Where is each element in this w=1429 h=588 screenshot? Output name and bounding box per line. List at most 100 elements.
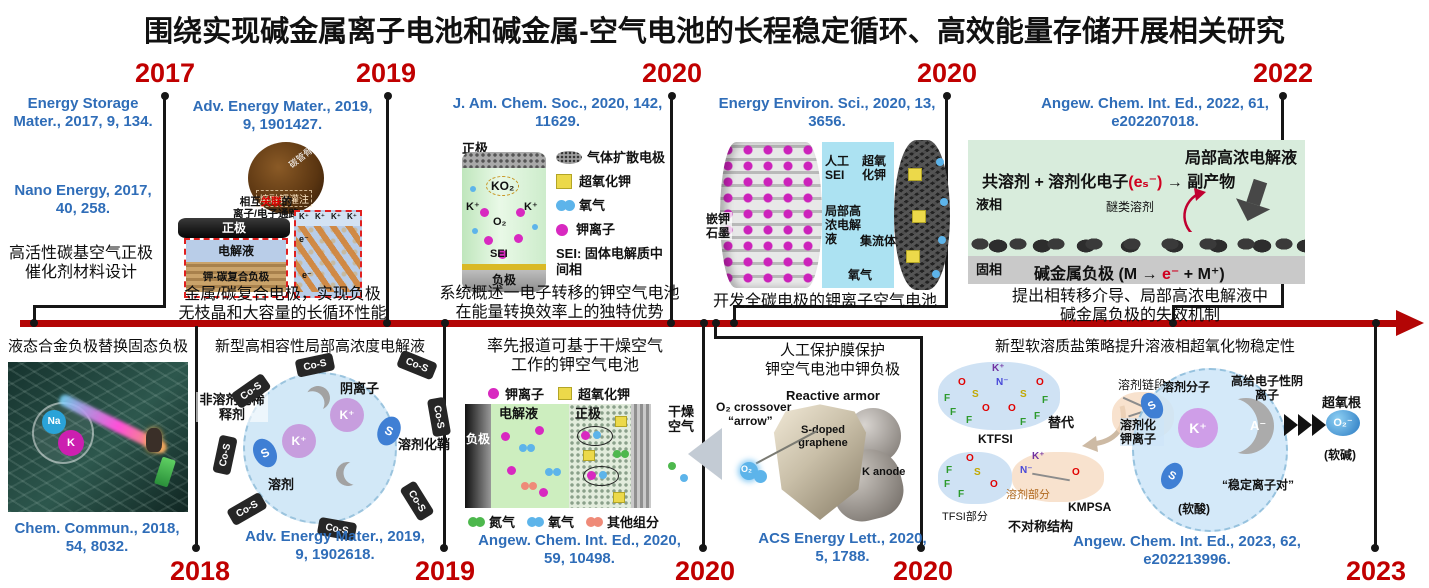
lhce-label: 局部高浓电解液 bbox=[1184, 150, 1297, 167]
soft-base-label: (软碱) bbox=[1324, 448, 1356, 462]
page-title: 围绕实现碱金属离子电池和碱金属-空气电池的长程稳定循环、高效能量存储开展相关研究 bbox=[144, 16, 1285, 48]
atom-o: O bbox=[982, 403, 990, 414]
cos-cathode-flake: Co-S bbox=[399, 480, 435, 522]
atom-o: O bbox=[966, 453, 974, 464]
particle-dot bbox=[581, 431, 590, 440]
kmpsa-solvent-cloud: K⁺ N⁻ O bbox=[1012, 452, 1104, 502]
crossover-label-line1: O₂ crossover bbox=[716, 400, 792, 414]
solid-phase-region: 固相 碱金属负极 (M → e⁻ + M⁺) bbox=[968, 256, 1305, 284]
stack-dashed-box: 电解液 钾-碳复合负极 bbox=[184, 238, 288, 298]
dry-air-label: 干燥空气 bbox=[667, 404, 694, 434]
solvent-part-label: 溶剂部分 bbox=[1006, 489, 1050, 501]
superoxide-cube bbox=[613, 492, 625, 503]
particle-dot bbox=[484, 236, 493, 245]
panel8-legend-bottom: 氮气 氧气 其他组分 bbox=[468, 512, 659, 531]
year-label-top-2017: 2017 bbox=[134, 58, 196, 88]
solvated-electron-formula: 共溶剂 + 溶剂化电子(eₛ⁻) → 副产物 bbox=[982, 168, 1235, 192]
formula-pre: 碱金属负极 (M → bbox=[1034, 266, 1162, 283]
kmpsa-label: KMPSA bbox=[1068, 500, 1112, 514]
dry-air-battery-diagram: 负极 电解液 正极 bbox=[465, 404, 675, 508]
particle-dot bbox=[480, 208, 489, 217]
atom-s: S bbox=[1020, 389, 1027, 400]
sei-label: SEI bbox=[490, 248, 508, 260]
particle-dot bbox=[507, 466, 516, 475]
stack-anode-bar: 钾-碳复合负极 bbox=[186, 262, 286, 292]
particle-dot bbox=[527, 444, 535, 452]
timeline-connector bbox=[733, 305, 736, 320]
year-dot bbox=[943, 92, 951, 100]
cos-cathode-flake: Co-S bbox=[426, 396, 452, 438]
ko2-label: KO₂ bbox=[486, 176, 520, 196]
solvated-kion-label: 溶剂化钾离子 bbox=[1120, 418, 1164, 446]
ion-pair-ellipse bbox=[583, 466, 619, 486]
legend-label: 钾离子 bbox=[505, 387, 545, 402]
cos-cathode-flake: Co-S bbox=[226, 491, 268, 527]
electrolyte-strip: 电解液 bbox=[491, 404, 569, 508]
timeline-connector bbox=[920, 336, 923, 548]
ion-pair-ellipse bbox=[577, 426, 613, 446]
separator-strip bbox=[631, 404, 651, 508]
timeline-dot bbox=[441, 319, 449, 327]
superoxide-o2-blob: O₂⁻ bbox=[1326, 410, 1360, 436]
kmpsa-tfsi-cloud: O S O F F F bbox=[938, 452, 1012, 504]
battery-device bbox=[154, 456, 176, 488]
chevron-icon bbox=[1298, 414, 1312, 436]
timeline-connector bbox=[443, 326, 446, 548]
tfsi-part-label: TFSI部分 bbox=[942, 511, 988, 523]
potassium-superoxide-icon bbox=[558, 387, 573, 400]
artificial-sei-label-en: SEI bbox=[825, 168, 845, 182]
o2-ball bbox=[740, 462, 758, 480]
particle-dot bbox=[535, 426, 544, 435]
panel6-caption: 液态合金负极替换固态负极 bbox=[7, 338, 188, 355]
year-label-top-2022: 2022 bbox=[1252, 58, 1314, 88]
bond-line bbox=[1032, 472, 1070, 482]
o2-ball bbox=[754, 470, 767, 483]
panel8-caption-line2: 工作的钾空气电池 bbox=[510, 357, 639, 374]
reactive-armor-label: Reactive armor bbox=[786, 388, 880, 403]
ion-row: K⁺ K⁺ K⁺ K⁺ bbox=[296, 212, 360, 226]
formula-red: e⁻ bbox=[1162, 266, 1180, 283]
superoxide-cube bbox=[615, 416, 627, 427]
year-dot bbox=[440, 544, 448, 552]
ktfsi-molecule-cloud: K⁺ N⁻ S S O O O O F F F F F F bbox=[938, 362, 1060, 430]
black-down-arrow-icon bbox=[1230, 175, 1277, 227]
potassium-superoxide-icon bbox=[556, 174, 572, 189]
panel9-caption: 人工保护膜保护 钾空气电池中钾负极 bbox=[735, 341, 930, 379]
year-label-top-2019: 2019 bbox=[355, 58, 417, 88]
k-ion-circle: K⁺ bbox=[330, 398, 364, 432]
cathode-strip: 正极 bbox=[569, 404, 631, 508]
current-collector-label: 集流体 bbox=[860, 234, 897, 248]
oxygen-icon bbox=[556, 200, 567, 211]
timeline-connector bbox=[1172, 305, 1284, 308]
particle-dot bbox=[514, 234, 523, 243]
particle-dot bbox=[521, 482, 529, 490]
panel7-caption: 新型高相容性局部高浓度电解液 bbox=[214, 338, 425, 355]
interconnect-label-suf: 的 bbox=[281, 196, 293, 208]
sdoped-graphene-label: S-doped graphene bbox=[798, 424, 848, 449]
particle-dot bbox=[587, 471, 596, 480]
panel2-caption: 金属/碳复合电极，实现负极 无枝晶和大容量的长循环性能 bbox=[170, 285, 395, 323]
k-anode-label: K anode bbox=[862, 466, 906, 478]
graphite-label: 嵌钾石墨 bbox=[706, 212, 732, 240]
legend-label: 氧气 bbox=[548, 515, 575, 530]
year-dot bbox=[1279, 92, 1287, 100]
panel9-caption-line1: 人工保护膜保护 bbox=[779, 342, 885, 359]
timeline-dot bbox=[730, 319, 738, 327]
superoxide-cube bbox=[908, 168, 922, 181]
particle-dot bbox=[613, 450, 621, 458]
particle-dot bbox=[936, 158, 944, 166]
atom-f: F bbox=[1020, 417, 1027, 428]
atom-f: F bbox=[946, 465, 953, 476]
lhce-label: 局部高浓电解液 bbox=[825, 204, 862, 246]
particle-dot bbox=[519, 444, 527, 452]
photo-label-carbon-skeleton: 碳管骨架 bbox=[287, 139, 322, 170]
particle-dot bbox=[501, 432, 510, 441]
particle-dot bbox=[599, 471, 607, 479]
potassium-atom: K bbox=[58, 430, 84, 456]
year-label-top-2020b: 2020 bbox=[916, 58, 978, 88]
year-dot bbox=[192, 544, 200, 552]
year-label-bottom-2019: 2019 bbox=[414, 556, 476, 586]
particle-dot bbox=[498, 250, 507, 259]
atom-n: N⁻ bbox=[996, 377, 1009, 388]
